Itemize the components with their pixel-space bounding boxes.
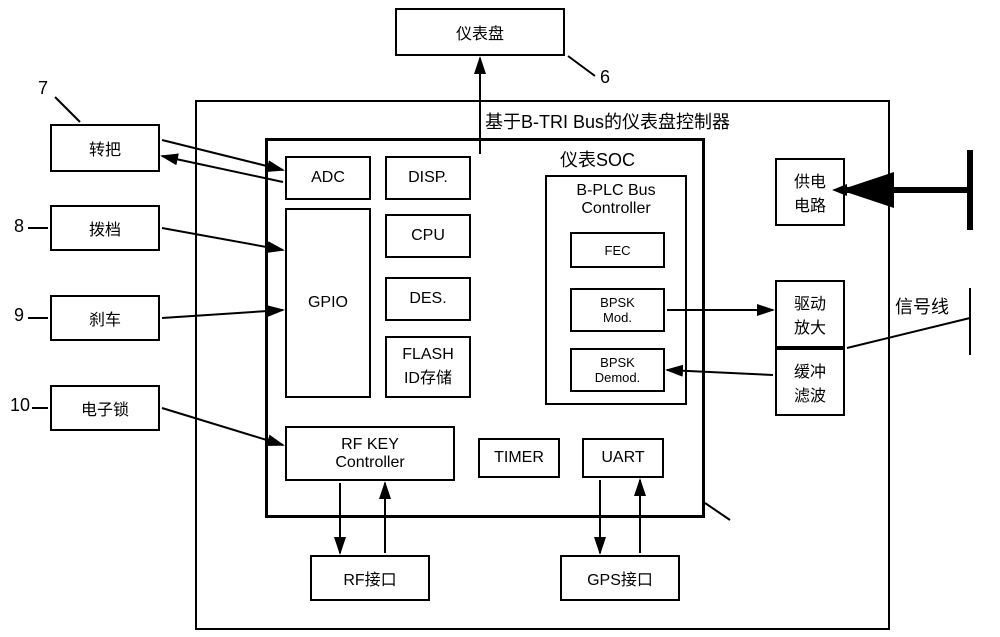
- fec-block: FEC: [570, 232, 665, 268]
- timer-label: TIMER: [494, 449, 544, 467]
- uart-block: UART: [582, 438, 664, 478]
- gpsif-label: GPS接口: [587, 566, 653, 590]
- power-label: 供电 电路: [794, 168, 826, 216]
- num-8: 8: [14, 216, 24, 237]
- bpskdemod-block: BPSK Demod.: [570, 348, 665, 392]
- rfkey-label: RF KEY Controller: [335, 436, 404, 472]
- bpskdemod-label: BPSK Demod.: [595, 355, 641, 385]
- gpio-label: GPIO: [308, 294, 348, 312]
- handle-label: 转把: [89, 136, 121, 160]
- des-label: DES.: [409, 290, 446, 308]
- disp-label: DISP.: [408, 169, 448, 187]
- des-block: DES.: [385, 277, 471, 321]
- cpu-label: CPU: [411, 227, 445, 245]
- timer-block: TIMER: [478, 438, 560, 478]
- elock-label: 电子锁: [81, 396, 129, 420]
- controller-title: 基于B-TRI Bus的仪表盘控制器: [485, 108, 730, 134]
- rfif-label: RF接口: [343, 566, 396, 590]
- soc-label: 仪表SOC: [560, 146, 635, 172]
- gpsif-box: GPS接口: [560, 555, 680, 601]
- num-6: 6: [600, 67, 610, 88]
- brake-label: 刹车: [89, 306, 121, 330]
- flash-block: FLASH ID存储: [385, 336, 471, 398]
- num-9: 9: [14, 305, 24, 326]
- adc-label: ADC: [311, 169, 345, 187]
- rfif-box: RF接口: [310, 555, 430, 601]
- handle-box: 转把: [50, 124, 160, 172]
- num-7: 7: [38, 78, 48, 99]
- bplc-label: B-PLC Bus Controller: [555, 182, 677, 218]
- dashboard-label: 仪表盘: [456, 20, 504, 44]
- gear-box: 拨档: [50, 205, 160, 251]
- buffer-label: 缓冲 滤波: [794, 358, 826, 406]
- buffer-block: 缓冲 滤波: [775, 348, 845, 416]
- flash-label: FLASH ID存储: [402, 346, 454, 388]
- gear-label: 拨档: [89, 216, 121, 240]
- num-10: 10: [10, 395, 30, 416]
- rfkey-block: RF KEY Controller: [285, 426, 455, 481]
- drive-block: 驱动 放大: [775, 280, 845, 348]
- brake-box: 刹车: [50, 295, 160, 341]
- power-block: 供电 电路: [775, 158, 845, 226]
- signal-line-label: 信号线: [895, 293, 949, 319]
- adc-block: ADC: [285, 156, 371, 200]
- elock-box: 电子锁: [50, 385, 160, 431]
- fec-label: FEC: [605, 243, 631, 258]
- uart-label: UART: [601, 449, 644, 467]
- drive-label: 驱动 放大: [794, 290, 826, 338]
- bpskmod-block: BPSK Mod.: [570, 288, 665, 332]
- gpio-block: GPIO: [285, 208, 371, 398]
- disp-block: DISP.: [385, 156, 471, 200]
- cpu-block: CPU: [385, 214, 471, 258]
- bpskmod-label: BPSK Mod.: [600, 295, 635, 325]
- dashboard-box: 仪表盘: [395, 8, 565, 56]
